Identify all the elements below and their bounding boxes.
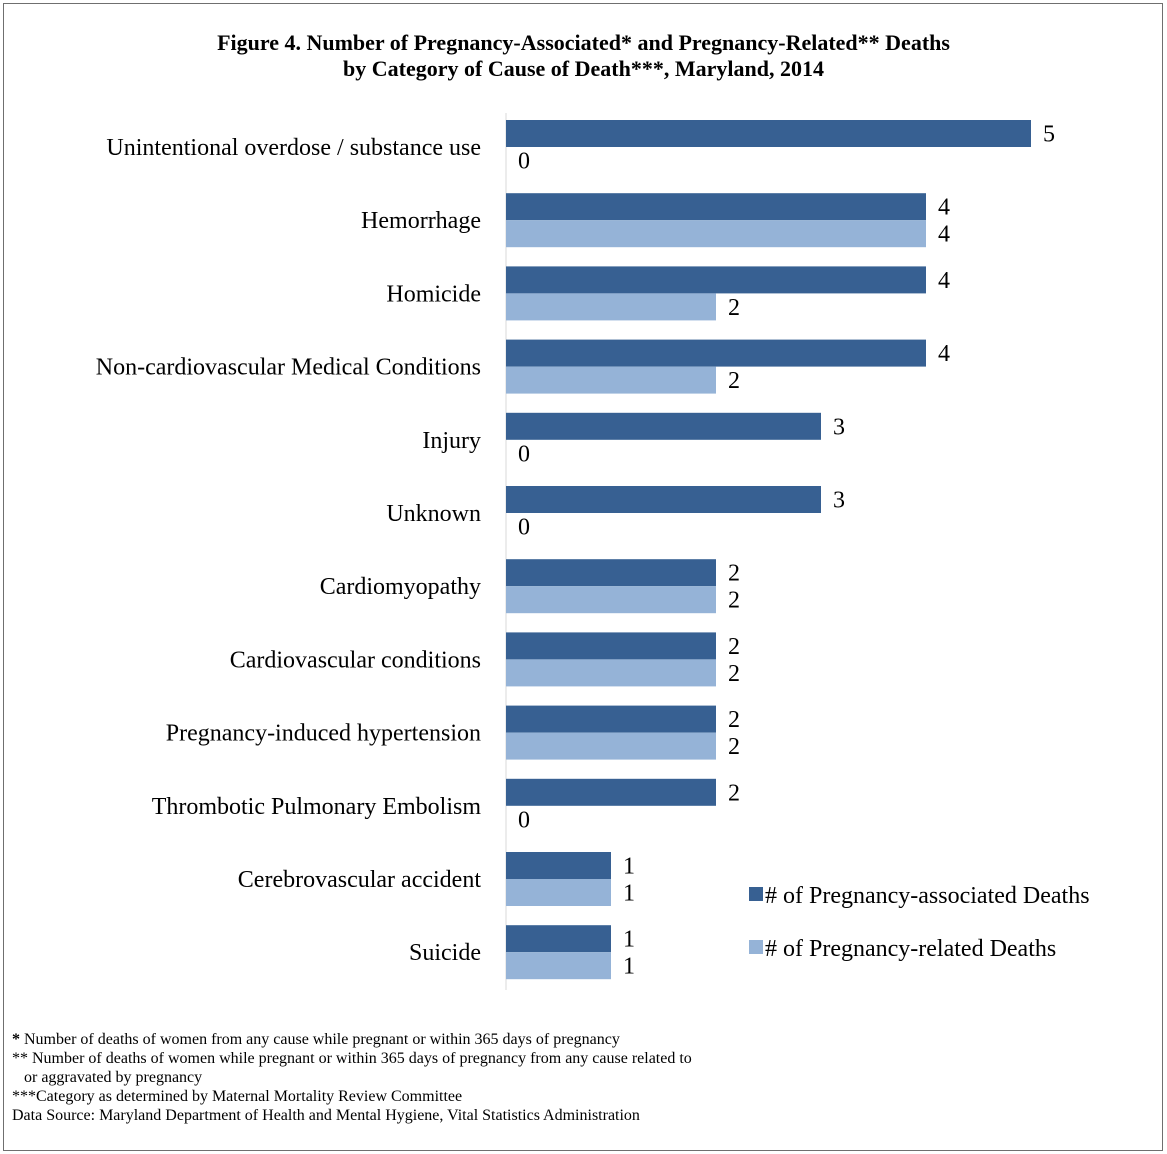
- data-label-related: 2: [728, 295, 740, 321]
- bar-related: [506, 220, 926, 248]
- category-label: Hemorrhage: [361, 208, 481, 234]
- bar-associated: [506, 266, 926, 294]
- chart-title: Figure 4. Number of Pregnancy-Associated…: [0, 30, 1167, 82]
- bar-associated: [506, 120, 1031, 147]
- category-label: Pregnancy-induced hypertension: [166, 721, 481, 747]
- bar-associated: [506, 778, 716, 806]
- data-label-associated: 4: [938, 195, 950, 221]
- bar-related: [506, 659, 716, 687]
- data-label-related: 0: [518, 515, 530, 541]
- bar-associated: [506, 412, 821, 440]
- data-label-associated: 2: [728, 780, 740, 806]
- data-label-related: 2: [728, 661, 740, 687]
- data-label-related: 2: [728, 368, 740, 394]
- data-label-related: 0: [518, 807, 530, 833]
- bar-associated: [506, 705, 716, 733]
- legend-swatch-related: [749, 940, 763, 954]
- footnote-2-line-2: or aggravated by pregnancy: [24, 1069, 203, 1086]
- category-label: Unintentional overdose / substance use: [106, 135, 481, 161]
- bar-associated: [506, 632, 716, 660]
- data-label-associated: 5: [1043, 122, 1055, 148]
- legend-label-associated: # of Pregnancy-associated Deaths: [765, 883, 1090, 909]
- bar-related: [506, 879, 611, 906]
- data-label-associated: 4: [938, 268, 950, 294]
- data-label-associated: 3: [833, 488, 845, 514]
- legend-swatch-associated: [749, 887, 763, 901]
- data-label-related: 1: [623, 954, 635, 980]
- data-label-associated: 2: [728, 561, 740, 587]
- data-source: Data Source: Maryland Department of Heal…: [12, 1107, 640, 1124]
- footnote-2-line-1: ** Number of deaths of women while pregn…: [12, 1050, 692, 1067]
- chart-title-line-2: by Category of Cause of Death***, Maryla…: [343, 56, 824, 81]
- data-label-associated: 3: [833, 414, 845, 440]
- data-label-related: 0: [518, 441, 530, 467]
- footnote-3: ***Category as determined by Maternal Mo…: [12, 1088, 463, 1105]
- bar-related: [506, 293, 716, 321]
- category-label: Non-cardiovascular Medical Conditions: [96, 355, 481, 381]
- bar-associated: [506, 925, 611, 953]
- footnotes: * Number of deaths of women from any cau…: [12, 1030, 1152, 1125]
- category-label: Cerebrovascular accident: [238, 867, 482, 893]
- bar-related: [506, 586, 716, 614]
- data-label-related: 2: [728, 588, 740, 614]
- bar-related: [506, 366, 716, 394]
- bar-associated: [506, 339, 926, 367]
- category-label: Injury: [422, 428, 481, 454]
- data-label-associated: 1: [623, 854, 635, 880]
- bar-associated: [506, 193, 926, 221]
- footnote-1-text: Number of deaths of women from any cause…: [20, 1031, 620, 1048]
- legend-label-related: # of Pregnancy-related Deaths: [765, 936, 1056, 962]
- data-label-associated: 1: [623, 927, 635, 953]
- category-label: Homicide: [386, 281, 481, 307]
- footnote-1: * Number of deaths of women from any cau…: [12, 1030, 1152, 1049]
- data-label-associated: 4: [938, 341, 950, 367]
- bar-associated: [506, 852, 611, 879]
- category-label: Suicide: [409, 940, 481, 966]
- category-label: Unknown: [386, 501, 481, 527]
- data-label-related: 1: [623, 881, 635, 907]
- chart-title-line-1: Figure 4. Number of Pregnancy-Associated…: [217, 30, 950, 55]
- footnote-1-mark: *: [12, 1031, 20, 1048]
- data-label-related: 2: [728, 734, 740, 760]
- category-label: Cardiomyopathy: [320, 574, 481, 600]
- category-label: Cardiovascular conditions: [230, 647, 481, 673]
- data-label-associated: 2: [728, 707, 740, 733]
- data-label-related: 4: [938, 222, 950, 248]
- bar-related: [506, 952, 611, 980]
- data-label-related: 0: [518, 149, 530, 175]
- bar-related: [506, 732, 716, 760]
- bar-associated: [506, 559, 716, 587]
- data-label-associated: 2: [728, 634, 740, 660]
- bar-associated: [506, 486, 821, 513]
- category-label: Thrombotic Pulmonary Embolism: [152, 794, 482, 820]
